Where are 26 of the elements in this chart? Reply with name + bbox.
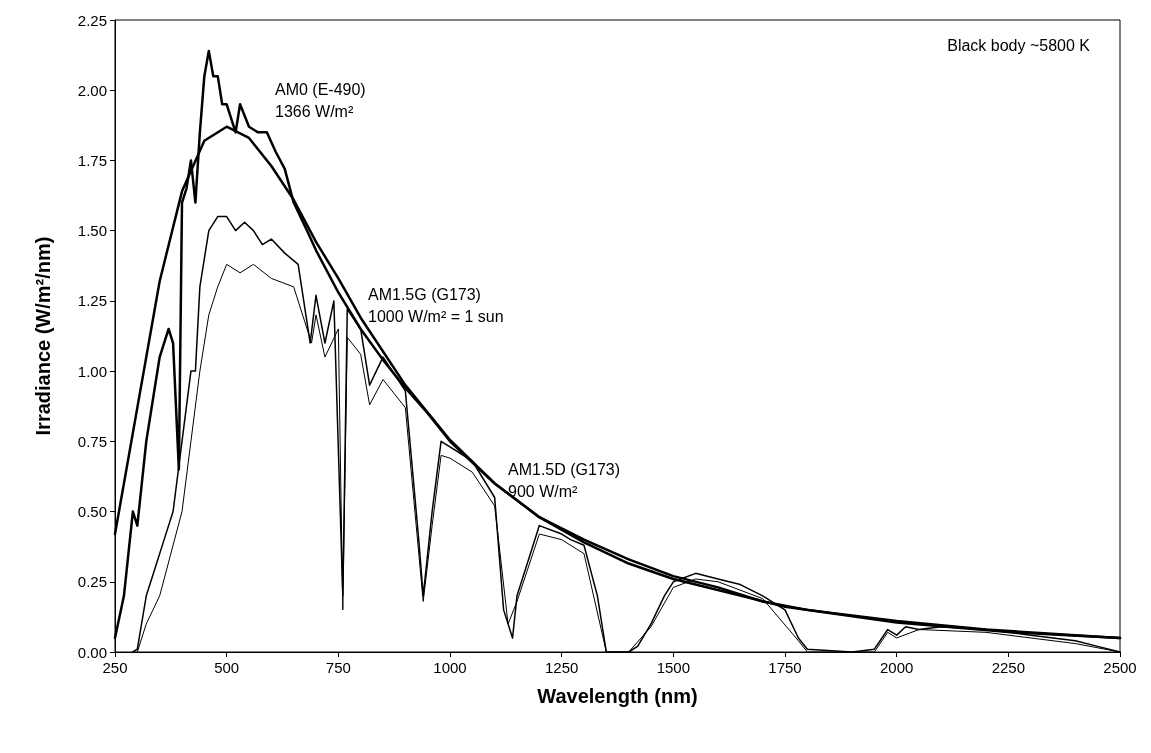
x-tick-label: 1250 xyxy=(544,659,579,676)
y-tick-label: 1.50 xyxy=(77,222,107,240)
y-tick-label: 1.75 xyxy=(77,151,107,169)
x-axis-title: Wavelength (nm) xyxy=(537,685,698,707)
y-tick-label: 1.00 xyxy=(77,362,107,380)
x-tick-label: 1000 xyxy=(433,659,467,676)
x-tick-label: 250 xyxy=(102,659,128,676)
y-tick-label: 0.75 xyxy=(77,432,107,450)
annotation: AM1.5D (G173) 900 W/m² xyxy=(508,460,621,500)
y-tick-label: 0.25 xyxy=(77,573,107,591)
x-tick-label: 2500 xyxy=(1103,659,1137,676)
annotation: Black body ~5800 K xyxy=(947,36,1091,54)
y-tick-label: 2.00 xyxy=(77,81,107,99)
y-tick-label: 2.25 xyxy=(77,11,107,29)
x-tick-label: 750 xyxy=(325,659,351,676)
x-tick-label: 2000 xyxy=(879,659,914,676)
x-tick-label: 1750 xyxy=(768,659,802,676)
x-tick-label: 1500 xyxy=(656,659,691,676)
y-tick-label: 0.00 xyxy=(77,643,107,661)
y-tick-label: 0.50 xyxy=(77,503,107,521)
annotation: AM0 (E-490) 1366 W/m² xyxy=(275,80,366,120)
y-axis-title: Irradiance (W/m²/nm) xyxy=(32,236,54,436)
annotation: AM1.5G (G173) 1000 W/m² = 1 sun xyxy=(368,285,504,325)
x-tick-label: 2250 xyxy=(991,659,1026,676)
y-tick-label: 1.25 xyxy=(77,292,107,310)
x-tick-label: 500 xyxy=(214,659,240,676)
